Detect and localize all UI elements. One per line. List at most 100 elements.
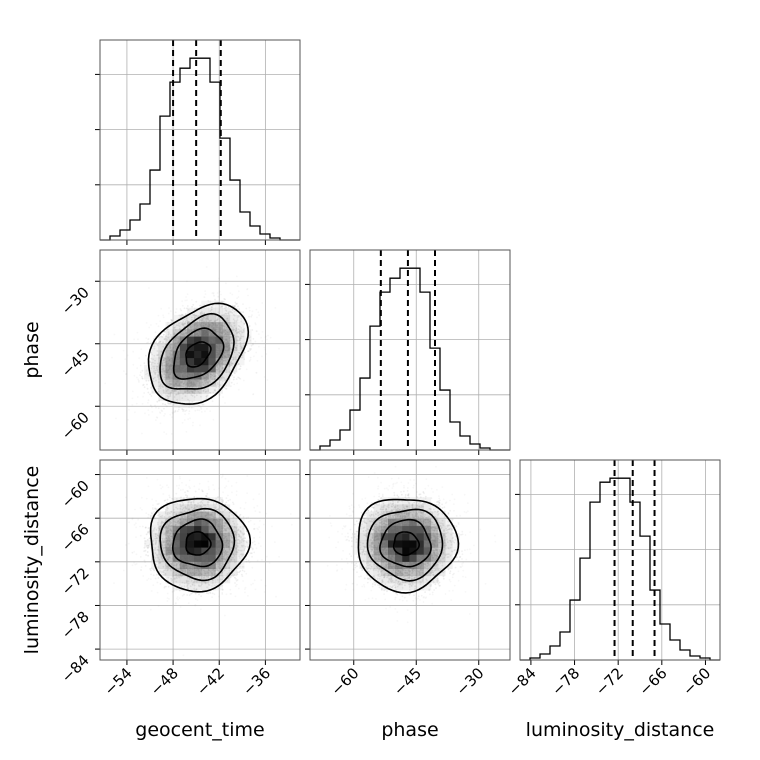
sample-point <box>151 411 154 413</box>
sample-point <box>243 322 246 325</box>
sample-point <box>238 332 241 335</box>
sample-point <box>167 576 170 579</box>
sample-point <box>207 488 210 491</box>
sample-point <box>164 510 167 513</box>
sample-point <box>236 579 239 581</box>
density-cell <box>237 329 245 337</box>
sample-point <box>237 325 240 327</box>
sample-point <box>233 383 236 386</box>
sample-point <box>185 494 187 496</box>
sample-point <box>246 541 249 544</box>
density-cell <box>208 372 216 380</box>
sample-point <box>212 292 215 295</box>
sample-point <box>233 320 236 322</box>
sample-point <box>193 485 196 488</box>
sample-point <box>158 336 161 338</box>
sample-point <box>237 351 240 354</box>
sample-point <box>190 394 193 396</box>
sample-point <box>173 411 175 413</box>
sample-point <box>160 409 163 412</box>
sample-point <box>164 512 167 515</box>
hist-panel-geocent_time <box>95 39 301 245</box>
sample-point <box>178 484 181 487</box>
sample-point <box>162 389 165 391</box>
panel-content <box>104 266 280 444</box>
sample-point <box>175 588 178 591</box>
sample-point <box>150 578 152 580</box>
sample-point <box>247 350 250 352</box>
sample-point <box>252 393 255 395</box>
sample-point <box>152 358 155 361</box>
sample-point <box>234 301 237 304</box>
sample-point <box>159 422 162 425</box>
sample-point <box>244 545 247 548</box>
sample-point <box>163 338 166 341</box>
sample-point <box>220 306 222 308</box>
density-cell <box>201 322 209 330</box>
sample-point <box>164 508 167 511</box>
sample-point <box>218 384 221 386</box>
sample-point <box>136 396 139 398</box>
histogram-luminosity_distance <box>520 477 720 661</box>
density-cell <box>222 307 231 316</box>
density-cell <box>208 314 216 323</box>
sample-point <box>163 586 166 589</box>
sample-point <box>150 351 153 354</box>
sample-point <box>144 526 147 529</box>
sample-point <box>176 507 179 510</box>
sample-point <box>231 491 233 494</box>
contour-3 <box>159 312 235 390</box>
sample-point <box>144 542 147 545</box>
sample-point <box>204 290 207 292</box>
sample-point <box>255 351 258 354</box>
sample-point <box>186 584 189 586</box>
sample-point <box>258 345 260 348</box>
sample-point <box>142 383 145 386</box>
sample-point <box>191 299 193 301</box>
sample-point <box>237 549 240 552</box>
sample-point <box>134 508 136 511</box>
sample-point <box>150 590 153 592</box>
sample-point <box>210 306 213 309</box>
sample-point <box>238 515 241 518</box>
sample-point <box>195 394 198 397</box>
sample-point <box>196 409 199 411</box>
sample-point <box>188 479 191 482</box>
sample-point <box>173 577 176 580</box>
density-cell <box>222 336 231 344</box>
sample-point <box>237 331 239 333</box>
sample-point <box>209 310 212 312</box>
sample-point <box>253 355 255 358</box>
sample-point <box>162 386 164 389</box>
sample-point <box>122 349 125 352</box>
sample-point <box>155 537 158 540</box>
sample-point <box>212 291 215 294</box>
sample-point <box>222 500 224 502</box>
sample-point <box>162 390 165 392</box>
sample-point <box>175 498 178 500</box>
sample-point <box>174 326 177 329</box>
sample-point <box>223 386 226 389</box>
sample-point <box>143 386 146 389</box>
density-cell <box>208 343 216 351</box>
sample-point <box>150 361 153 364</box>
panel-frame <box>519 459 721 661</box>
sample-point <box>153 511 156 513</box>
density-cell <box>151 372 159 380</box>
sample-point <box>141 377 144 380</box>
sample-point <box>167 395 170 398</box>
sample-point <box>122 569 125 572</box>
sample-point <box>172 582 175 584</box>
sample-point <box>202 403 205 406</box>
sample-point <box>199 313 202 316</box>
sample-point <box>225 282 227 285</box>
sample-point <box>137 379 140 382</box>
sample-point <box>250 348 253 350</box>
density-cell <box>201 350 209 359</box>
sample-point <box>163 414 166 417</box>
density-cell <box>201 379 209 387</box>
sample-point <box>245 517 248 519</box>
sample-point <box>239 345 242 348</box>
sample-point <box>146 383 148 386</box>
sample-point <box>203 296 206 298</box>
